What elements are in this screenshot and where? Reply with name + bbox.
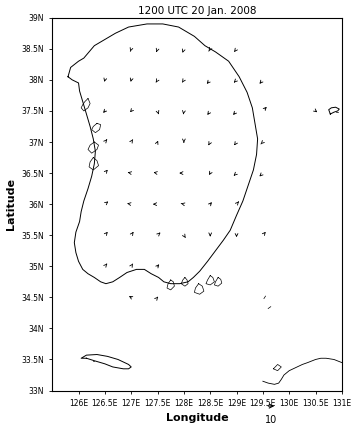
X-axis label: Longitude: Longitude (166, 414, 228, 423)
Title: 1200 UTC 20 Jan. 2008: 1200 UTC 20 Jan. 2008 (138, 6, 256, 15)
Y-axis label: Latitude: Latitude (6, 178, 16, 230)
Text: 10: 10 (265, 415, 277, 426)
